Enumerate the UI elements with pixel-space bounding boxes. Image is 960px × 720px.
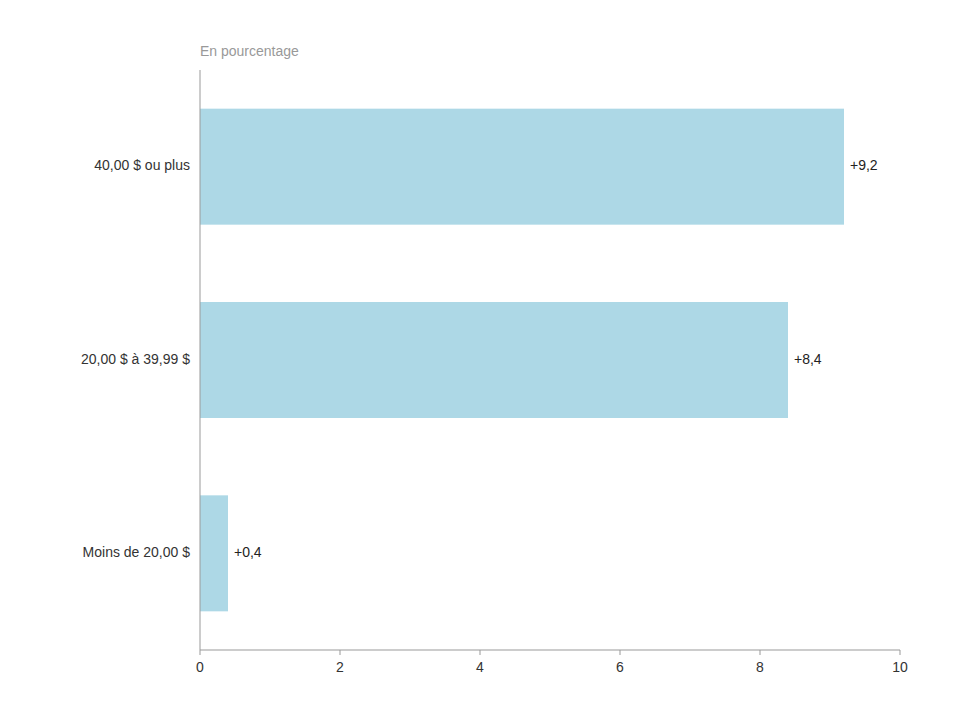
bar <box>200 302 788 418</box>
x-tick-label: 6 <box>616 659 624 675</box>
y-axis-line <box>200 70 201 650</box>
data-label: +0,4 <box>234 544 262 560</box>
x-tick-label: 10 <box>892 659 908 675</box>
page: {"chart_data": {"type": "bar", "orientat… <box>0 0 960 720</box>
x-tick <box>200 650 201 655</box>
bars <box>200 109 844 612</box>
data-label: +8,4 <box>794 351 822 367</box>
y-tick-label: Moins de 20,00 $ <box>83 544 191 560</box>
bar <box>200 109 844 225</box>
x-tick <box>760 650 761 655</box>
x-tick <box>900 650 901 655</box>
bar <box>200 495 228 611</box>
x-axis-line <box>200 650 900 651</box>
chart-container: 0 2 4 6 8 10 Moins de 20,00 $ 20,00 $ à 39,99 $… <box>0 0 960 720</box>
axis-label: En pourcentage <box>200 43 299 59</box>
x-tick-label: 2 <box>336 659 344 675</box>
chart-svg: 0 2 4 6 8 10 Moins de 20,00 $ 20,00 $ à 39,99 $… <box>0 0 960 720</box>
x-tick-label: 8 <box>756 659 764 675</box>
y-tick-label: 40,00 $ ou plus <box>94 157 190 173</box>
x-tick <box>620 650 621 655</box>
x-tick <box>480 650 481 655</box>
y-tick-label: 20,00 $ à 39,99 $ <box>81 351 190 367</box>
data-label: +9,2 <box>850 157 878 173</box>
x-tick-label: 4 <box>476 659 484 675</box>
x-tick <box>340 650 341 655</box>
x-tick-label: 0 <box>196 659 204 675</box>
